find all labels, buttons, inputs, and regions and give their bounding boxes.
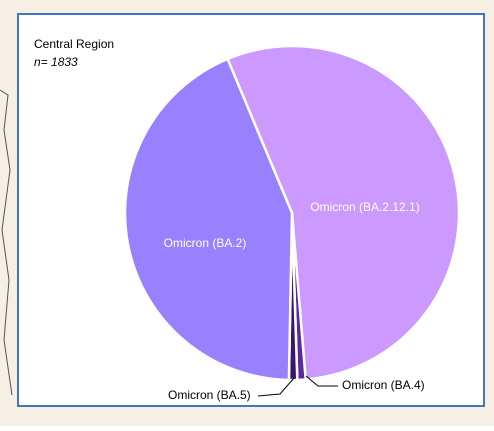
- leader-line: [305, 375, 338, 387]
- chart-title: Central Region: [34, 37, 114, 51]
- slice-label: Omicron (BA.5): [168, 388, 251, 402]
- chart-subtitle: n= 1833: [34, 55, 78, 69]
- slice-label: Omicron (BA.2.12.1): [310, 200, 419, 214]
- pie-slice: [225, 44, 461, 381]
- map-border: [0, 89, 13, 396]
- slice-label: Omicron (BA.4): [342, 378, 425, 392]
- leader-line: [257, 377, 295, 397]
- slice-label: Omicron (BA.2): [164, 236, 247, 250]
- pie-slice: [123, 57, 294, 382]
